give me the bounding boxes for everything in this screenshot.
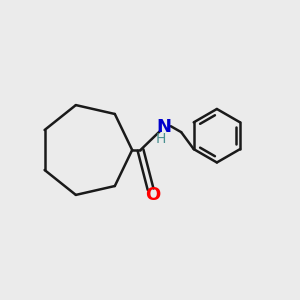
- Text: H: H: [156, 132, 166, 146]
- Text: O: O: [145, 186, 160, 204]
- Text: N: N: [157, 118, 172, 136]
